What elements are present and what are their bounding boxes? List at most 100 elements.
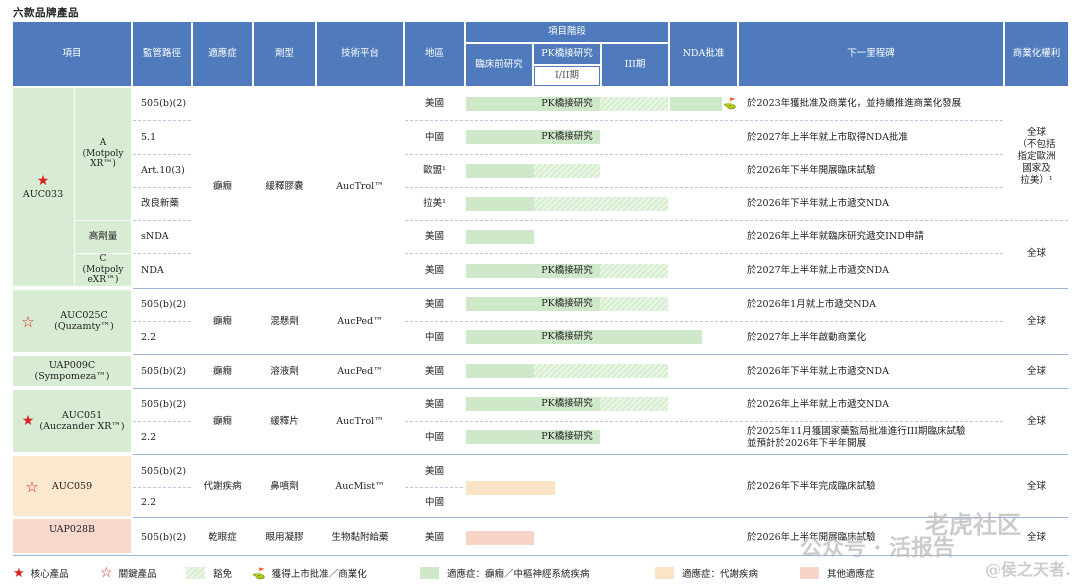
- auc051-bg: [13, 390, 131, 452]
- milestone: 於2026年下半年開展臨床試驗: [747, 165, 876, 177]
- auc033-divider: [74, 88, 75, 286]
- reg-path: Art.10(3): [141, 165, 185, 177]
- reg-path: NDA: [141, 264, 164, 276]
- legend-other: 其他適應症: [800, 564, 875, 582]
- progress-bar-exempt: [600, 297, 668, 311]
- pk-label: PK橋接研究: [541, 298, 593, 309]
- section-separator: [13, 555, 1068, 556]
- region: 中國: [424, 432, 444, 444]
- header-phase: 項目階段: [466, 22, 668, 42]
- legend-swatch: [800, 567, 819, 579]
- reg-path: 2.2: [141, 332, 157, 344]
- progress-bar-exempt: [534, 364, 668, 378]
- auc059-bg: [13, 456, 131, 516]
- approved-icon: ⛳: [252, 566, 266, 580]
- region: 美國: [424, 264, 444, 276]
- uap009c-name: UAP009C (Sympomeza™): [34, 359, 110, 382]
- header-reg-path: 監管路徑: [133, 22, 191, 86]
- legend-cns: 適應症：癲癇／中樞神經系統疾病: [420, 564, 590, 582]
- auc051-name: AUC051 (Auczander XR™): [39, 409, 125, 432]
- region: 美國: [424, 231, 444, 243]
- tech-platform: 生物黏附給藥: [331, 532, 389, 544]
- progress-bar: [466, 481, 555, 495]
- header-phase3: III期: [602, 44, 668, 86]
- region: 美國: [424, 532, 444, 544]
- auc033-high-dose: 高劑量: [88, 231, 118, 243]
- watermark-text: @侯之天者.: [985, 560, 1071, 579]
- section-separator: [133, 354, 1068, 355]
- tech-platform: AucMist™: [335, 481, 385, 493]
- dosage-form: 溶液劑: [270, 365, 299, 377]
- auc033-a-label: A (Motpoly XR™): [82, 137, 124, 170]
- key-product-star-icon: ☆: [25, 478, 39, 496]
- legend-approved: ⛳ 獲得上市批准／商業化: [252, 564, 367, 582]
- section-separator: [133, 288, 1068, 289]
- watermark-text: 公众号 · 活报告: [800, 535, 955, 561]
- legend-key-label: 關鍵產品: [118, 569, 157, 580]
- watermark-text: 老虎社区: [925, 510, 1021, 539]
- auc033-c-label: C (Motpoly eXR™): [82, 253, 124, 286]
- reg-path: 5.1: [141, 131, 157, 143]
- region: 中國: [424, 497, 444, 509]
- region: 歐盟¹: [423, 165, 446, 177]
- legend-swatch: [186, 567, 205, 579]
- section-separator: [133, 454, 1068, 455]
- indication: 癲癇: [212, 315, 232, 327]
- key-product-star-icon: ☆: [21, 313, 35, 331]
- region: 美國: [424, 98, 444, 110]
- progress-bar: [466, 330, 702, 344]
- progress-bar-exempt: [534, 197, 668, 211]
- pk-label: PK橋接研究: [541, 98, 593, 109]
- progress-bar: [466, 97, 600, 111]
- progress-bar: [466, 430, 600, 444]
- dosage-form: 眼用凝膠: [265, 532, 304, 544]
- legend-swatch: [420, 567, 439, 579]
- commercial-rights: 全球: [1026, 532, 1046, 544]
- uap009c-bg: [13, 356, 131, 386]
- tech-platform: AucTrol™: [336, 415, 384, 427]
- auc033-name: AUC033: [22, 189, 64, 201]
- reg-path: 改良新藥: [141, 198, 180, 210]
- indication: 癲癇: [212, 181, 232, 193]
- tech-platform: AucTrol™: [336, 181, 384, 193]
- progress-bar: [466, 264, 600, 278]
- legend-approved-label: 獲得上市批准／商業化: [271, 569, 367, 580]
- progress-bar: [466, 130, 600, 144]
- commercial-rights: 全球: [1026, 415, 1046, 427]
- dosage-form: 緩釋片: [270, 415, 299, 427]
- pk-label: PK橋接研究: [541, 398, 593, 409]
- legend-swatch: [655, 567, 674, 579]
- pk-label: PK橋接研究: [541, 131, 593, 142]
- reg-path: 2.2: [141, 497, 157, 509]
- auc033-sub-divider: [75, 253, 131, 254]
- tech-platform: AucPed™: [337, 365, 383, 377]
- section-separator: [133, 388, 1068, 389]
- uap028b-name: UAP028B: [48, 524, 96, 536]
- core-product-star-icon: ★: [36, 172, 50, 189]
- milestone: 於2026年上半年就上市遞交NDA: [747, 399, 889, 411]
- dosage-form: 緩釋膠囊: [265, 181, 304, 193]
- progress-bar: [466, 397, 600, 411]
- header-nda: NDA批准: [670, 22, 737, 86]
- progress-bar: [466, 297, 600, 311]
- milestone: 於2025年11月獲國家藥監局批准進行III期臨床試驗 並預計於2026年下半年…: [747, 425, 966, 449]
- commercial-rights: 全球 （不包括 指定歐洲 國家及 拉美）¹: [1017, 127, 1056, 186]
- milestone: 於2026年上半年開展臨床試驗: [747, 532, 876, 544]
- page-title: 六款品牌產品: [13, 7, 79, 19]
- milestone: 於2027年上半年就上市遞交NDA: [747, 264, 889, 276]
- reg-path: 505(b)(2): [141, 399, 187, 411]
- reg-path: 505(b)(2): [141, 532, 187, 544]
- progress-bar: [466, 531, 534, 545]
- header-tech: 技術平台: [317, 22, 403, 86]
- header-milestone: 下一里程碑: [739, 22, 1003, 86]
- auc025c-name: AUC025C (Quzamty™): [54, 309, 114, 332]
- indication: 癲癇: [212, 365, 232, 377]
- header-phase12: I/II期: [534, 66, 600, 86]
- milestone: 於2023年獲批准及商業化，並持續推進商業化發展: [747, 98, 962, 110]
- legend-metabolic-label: 適應症：代謝疾病: [682, 569, 759, 580]
- region: 美國: [424, 465, 444, 477]
- legend-metabolic: 適應症：代謝疾病: [655, 564, 758, 582]
- tech-platform: AucPed™: [337, 315, 383, 327]
- section-separator: [133, 517, 1068, 518]
- progress-bar: [466, 230, 534, 244]
